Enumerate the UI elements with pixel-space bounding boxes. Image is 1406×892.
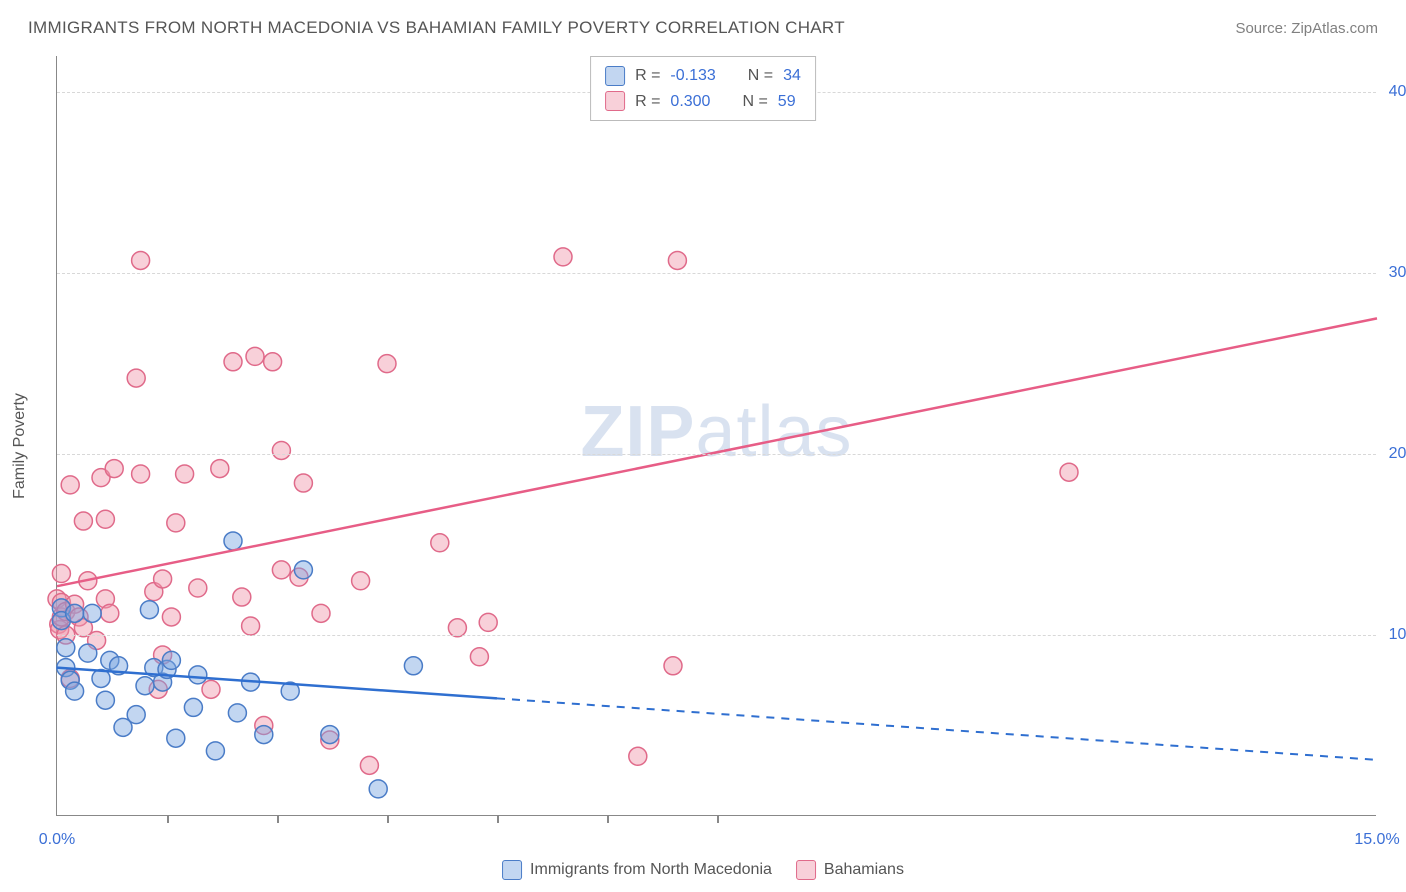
data-point	[321, 726, 339, 744]
legend-swatch	[605, 66, 625, 86]
gridline	[57, 273, 1376, 274]
legend-n-label: N =	[742, 89, 767, 115]
data-point	[105, 460, 123, 478]
data-point	[378, 355, 396, 373]
legend-r-value: -0.133	[670, 63, 715, 89]
plot-area: ZIPatlas 10.0%20.0%30.0%40.0%0.0%15.0%	[56, 56, 1376, 816]
data-point	[189, 666, 207, 684]
data-point	[294, 474, 312, 492]
data-point	[272, 561, 290, 579]
correlation-legend: R =-0.133N =34R =0.300N =59	[590, 56, 816, 121]
x-tick	[607, 815, 609, 823]
legend-item: Immigrants from North Macedonia	[502, 860, 772, 880]
legend-n-value: 34	[783, 63, 801, 89]
legend-row: R = 0.300 N = 59	[605, 89, 801, 115]
regression-line	[57, 668, 497, 699]
chart-title: IMMIGRANTS FROM NORTH MACEDONIA VS BAHAM…	[28, 18, 845, 38]
data-point	[189, 579, 207, 597]
data-point	[66, 682, 84, 700]
data-point	[246, 347, 264, 365]
x-tick	[387, 815, 389, 823]
y-tick-label: 30.0%	[1389, 264, 1406, 282]
data-point	[264, 353, 282, 371]
gridline	[57, 454, 1376, 455]
data-point	[52, 565, 70, 583]
data-point	[224, 353, 242, 371]
data-point	[132, 465, 150, 483]
data-point	[66, 604, 84, 622]
legend-item: Bahamians	[796, 860, 904, 880]
x-tick-label: 0.0%	[39, 831, 75, 849]
data-point	[162, 608, 180, 626]
series-legend: Immigrants from North Macedonia Bahamians	[502, 860, 904, 880]
data-point	[127, 369, 145, 387]
data-point	[154, 570, 172, 588]
data-point	[294, 561, 312, 579]
data-point	[369, 780, 387, 798]
data-point	[242, 617, 260, 635]
data-point	[479, 613, 497, 631]
data-point	[136, 677, 154, 695]
legend-n-label: N =	[748, 63, 773, 89]
data-point	[101, 604, 119, 622]
data-point	[255, 726, 273, 744]
data-point	[74, 512, 92, 530]
data-point	[83, 604, 101, 622]
legend-r-label: R =	[635, 89, 660, 115]
data-point	[79, 644, 97, 662]
data-point	[404, 657, 422, 675]
data-point	[176, 465, 194, 483]
data-point	[206, 742, 224, 760]
data-point	[224, 532, 242, 550]
legend-row: R = -0.133 N = 34	[605, 63, 801, 89]
data-point	[272, 441, 290, 459]
data-point	[57, 639, 75, 657]
data-point	[96, 691, 114, 709]
data-point	[140, 601, 158, 619]
data-point	[352, 572, 370, 590]
data-point	[61, 476, 79, 494]
data-point	[167, 729, 185, 747]
data-point	[554, 248, 572, 266]
y-tick-label: 20.0%	[1389, 445, 1406, 463]
data-point	[668, 251, 686, 269]
source-attribution: Source: ZipAtlas.com	[1235, 20, 1378, 37]
data-point	[233, 588, 251, 606]
x-tick	[717, 815, 719, 823]
legend-r-value: 0.300	[670, 89, 710, 115]
legend-label: Bahamians	[824, 861, 904, 879]
data-point	[664, 657, 682, 675]
x-tick	[167, 815, 169, 823]
data-point	[202, 680, 220, 698]
x-tick	[497, 815, 499, 823]
y-tick-label: 40.0%	[1389, 83, 1406, 101]
x-tick-label: 15.0%	[1354, 831, 1399, 849]
data-point	[1060, 463, 1078, 481]
data-point	[431, 534, 449, 552]
legend-swatch	[502, 860, 522, 880]
data-point	[360, 756, 378, 774]
data-point	[162, 651, 180, 669]
regression-line-dashed	[497, 698, 1377, 760]
data-point	[167, 514, 185, 532]
data-point	[184, 698, 202, 716]
y-axis-label: Family Poverty	[11, 393, 29, 499]
data-point	[629, 747, 647, 765]
legend-swatch	[605, 91, 625, 111]
legend-n-value: 59	[778, 89, 796, 115]
legend-label: Immigrants from North Macedonia	[530, 861, 772, 879]
scatter-chart	[57, 56, 1376, 815]
legend-swatch	[796, 860, 816, 880]
legend-r-label: R =	[635, 63, 660, 89]
data-point	[470, 648, 488, 666]
x-tick	[277, 815, 279, 823]
y-tick-label: 10.0%	[1389, 626, 1406, 644]
data-point	[96, 510, 114, 528]
data-point	[127, 706, 145, 724]
gridline	[57, 635, 1376, 636]
data-point	[228, 704, 246, 722]
data-point	[312, 604, 330, 622]
data-point	[211, 460, 229, 478]
data-point	[132, 251, 150, 269]
